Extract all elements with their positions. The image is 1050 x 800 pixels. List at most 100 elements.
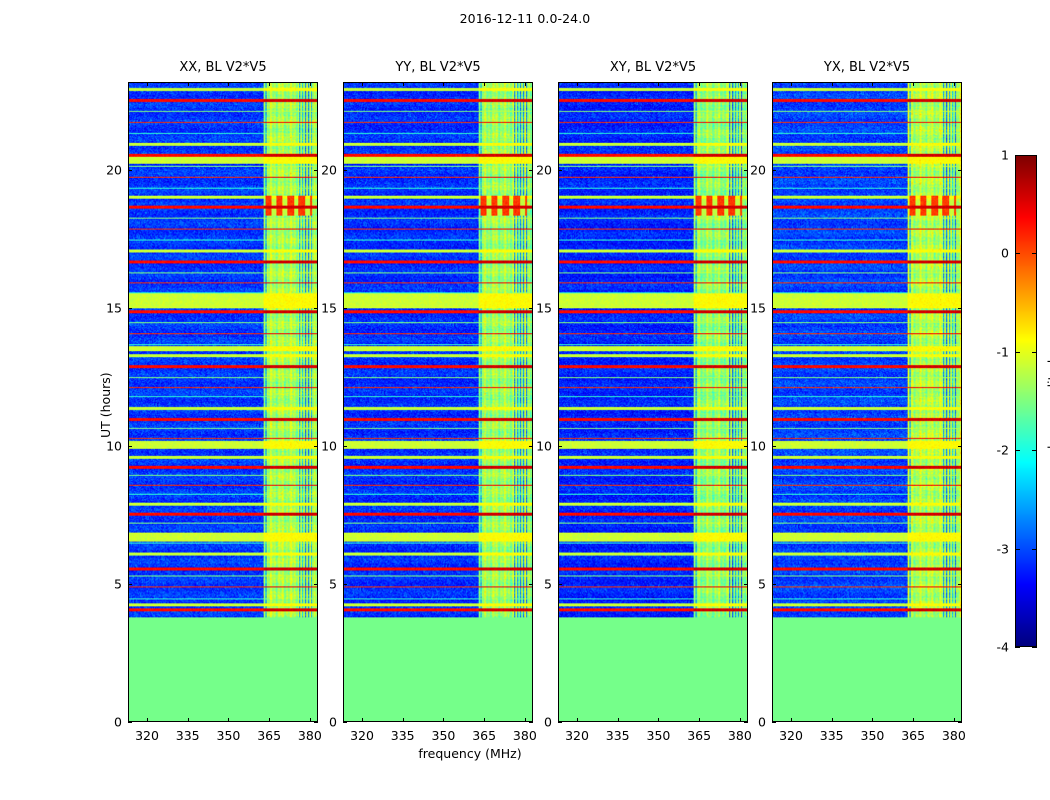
colorbar-label-suffix: amplitude: [1045, 351, 1050, 416]
y-tick: [529, 446, 533, 448]
y-tick-label: 10: [750, 438, 766, 454]
panel-title-yy: YY, BL V2*V5: [395, 60, 481, 75]
x-tick: [872, 82, 874, 86]
y-tick: [529, 170, 533, 172]
x-tick: [699, 718, 701, 722]
y-tick-label: 15: [536, 300, 552, 316]
y-tick: [744, 446, 748, 448]
y-tick: [343, 584, 347, 586]
x-tick: [147, 718, 148, 722]
colorbar-gradient: [1016, 156, 1036, 646]
colorbar-tick: [1032, 155, 1037, 156]
y-tick-label: 5: [329, 576, 337, 592]
y-tick: [744, 170, 748, 172]
colorbar-tick: [1015, 647, 1020, 648]
y-tick: [744, 308, 748, 310]
y-tick-label: 20: [536, 162, 552, 178]
figure-suptitle: 2016-12-11 0.0-24.0: [459, 11, 591, 26]
waterfall-image-xy: [559, 83, 747, 721]
y-tick: [128, 170, 132, 172]
y-tick: [343, 170, 347, 172]
colorbar-tick: [1032, 351, 1037, 353]
x-tick-label: 320: [779, 728, 803, 743]
y-tick: [128, 308, 132, 310]
x-tick: [658, 718, 660, 722]
x-tick: [402, 718, 404, 722]
y-tick: [343, 722, 347, 723]
x-tick-label: 320: [135, 728, 159, 743]
x-tick: [362, 82, 363, 86]
colorbar-label-prefix: log: [1045, 429, 1050, 449]
panel-xx: XX, BL V2*V5: [128, 60, 318, 723]
colorbar-tick: [1032, 253, 1037, 255]
y-tick-label: 5: [544, 576, 552, 592]
x-tick: [577, 718, 578, 722]
colorbar: [1015, 155, 1037, 647]
x-tick-label: 380: [512, 728, 537, 743]
y-tick: [772, 584, 776, 586]
y-tick-label: 20: [321, 162, 337, 178]
x-tick: [362, 718, 363, 722]
panel-title-yx: YX, BL V2*V5: [823, 60, 911, 75]
x-tick-label: 365: [472, 728, 497, 743]
x-tick-label: 335: [819, 728, 844, 743]
y-tick-label: 15: [321, 300, 337, 316]
panel-title-xx: XX, BL V2*V5: [179, 60, 267, 75]
x-tick: [699, 82, 701, 86]
x-tick-label: 365: [901, 728, 926, 743]
x-tick: [524, 82, 526, 86]
x-tick-label: 335: [175, 728, 200, 743]
y-tick: [529, 584, 533, 586]
x-tick-label: 320: [565, 728, 589, 743]
x-tick: [658, 82, 660, 86]
y-tick: [558, 308, 562, 310]
x-tick: [577, 82, 578, 86]
x-tick: [269, 718, 271, 722]
x-tick: [913, 718, 915, 722]
x-tick: [831, 82, 833, 86]
y-tick: [558, 446, 562, 448]
colorbar-tick: [1015, 548, 1020, 550]
x-tick: [791, 82, 792, 86]
x-tick-label: 350: [216, 728, 241, 743]
colorbar-tick: [1032, 548, 1037, 550]
x-tick: [269, 82, 271, 86]
x-tick: [484, 82, 486, 86]
y-tick: [958, 722, 962, 723]
colorbar-tick: [1032, 647, 1037, 648]
y-tick: [958, 584, 962, 586]
y-tick: [958, 308, 962, 310]
colorbar-tick-label: 1: [1001, 147, 1009, 163]
colorbar-tick-label: 0: [1001, 245, 1009, 261]
y-tick: [529, 308, 533, 310]
waterfall-image-yx: [773, 83, 961, 721]
x-tick: [187, 82, 189, 86]
x-tick: [524, 718, 526, 722]
x-tick-label: 350: [646, 728, 671, 743]
y-tick-label: 20: [750, 162, 766, 178]
x-tick-label: 320: [350, 728, 374, 743]
x-tick: [617, 718, 619, 722]
axes-xy: [558, 82, 748, 722]
panel-xy: XY, BL V2*V5: [558, 60, 748, 723]
y-tick: [314, 308, 318, 310]
x-tick: [484, 718, 486, 722]
y-tick: [772, 170, 776, 172]
x-tick-label: 350: [860, 728, 885, 743]
y-tick: [128, 584, 132, 586]
y-tick: [314, 584, 318, 586]
y-tick: [314, 446, 318, 448]
colorbar-tick-label: -4: [996, 639, 1009, 655]
x-tick: [953, 82, 955, 86]
x-tick-label: 350: [431, 728, 456, 743]
panel-yx: YX, BL V2*V5: [772, 60, 962, 723]
y-tick-label: 5: [758, 576, 766, 592]
y-tick-label: 0: [758, 714, 766, 730]
x-tick: [739, 718, 741, 722]
y-tick: [558, 722, 562, 723]
x-tick: [187, 718, 189, 722]
y-tick: [128, 446, 132, 448]
x-tick-label: 380: [941, 728, 966, 743]
y-tick: [314, 722, 318, 723]
